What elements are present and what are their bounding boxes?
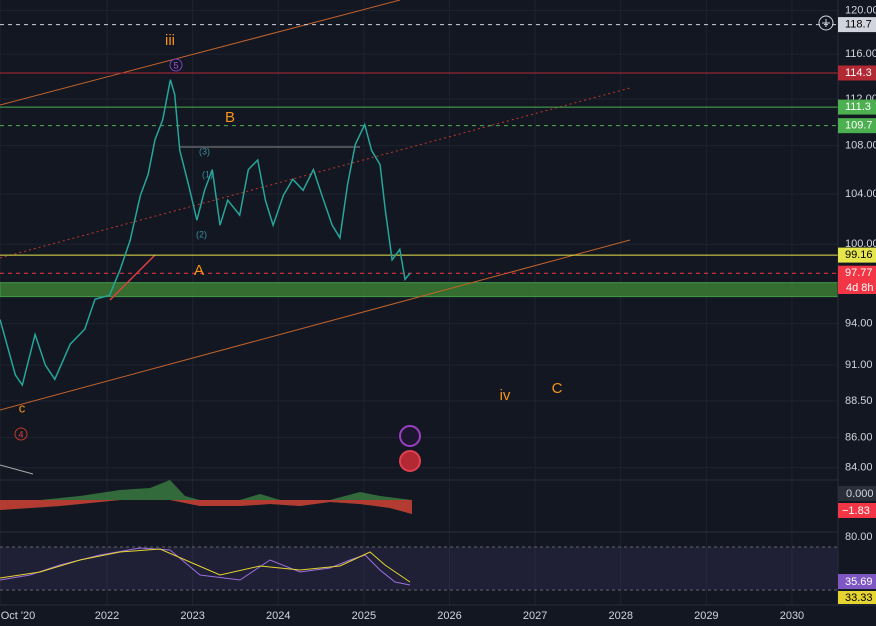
wave-label: B	[225, 109, 235, 126]
time-tick-label: 2026	[437, 610, 461, 622]
level-tag	[838, 118, 876, 134]
levels-layer	[0, 24, 838, 274]
wave-label: (2)	[196, 229, 207, 239]
wave-label: A	[194, 262, 204, 279]
wave-label: 4	[18, 429, 23, 439]
wave-label: (3)	[199, 146, 210, 156]
trend-line	[109, 254, 156, 301]
indicator-tag	[838, 591, 876, 604]
indicator-tag	[838, 574, 876, 589]
time-tick-label: 2029	[694, 610, 718, 622]
wave-circle	[14, 427, 28, 441]
time-tick-label: Oct '20	[1, 610, 36, 622]
time-tick-label: 2030	[780, 610, 804, 622]
time-tick-label: 2028	[608, 610, 632, 622]
flag-icon[interactable]	[399, 450, 421, 472]
level-tag-label: 111.3	[845, 101, 871, 113]
wave-label: (1)	[202, 169, 213, 179]
level-tag	[838, 247, 876, 263]
countdown: 4d 8h	[846, 282, 874, 294]
price-tick-label: 108.00	[845, 140, 876, 152]
trend-line	[0, 0, 401, 106]
price-layer	[0, 79, 411, 387]
wave-circle	[169, 58, 183, 72]
indicator-tag	[838, 503, 876, 518]
add-button[interactable]	[818, 15, 834, 31]
level-tag-label: 109.7	[845, 120, 873, 132]
rsi-upper-label: 80.00	[845, 531, 873, 543]
price-tick-label: 120.00	[845, 5, 876, 17]
trend-line	[0, 239, 631, 411]
time-tick-label: 2024	[266, 610, 290, 622]
countdown-tag	[838, 280, 876, 294]
indicator-tag	[838, 486, 876, 501]
time-tick-label: 2027	[523, 610, 547, 622]
rsi-value-label: 35.69	[845, 576, 873, 588]
time-tick-label: 2022	[95, 610, 119, 622]
price-tick-label: 88.50	[845, 395, 873, 407]
time-tick-label: 2023	[180, 610, 204, 622]
level-tag-label: 97.77	[845, 267, 873, 279]
level-tag	[838, 17, 876, 33]
wave-label: C	[552, 380, 563, 397]
level-tag-label: 114.3	[845, 67, 872, 79]
price-tick-label: 84.00	[845, 462, 873, 474]
time-tick-label: 2025	[352, 610, 376, 622]
trend-line	[0, 464, 34, 475]
price-line	[0, 79, 411, 387]
level-tag	[838, 65, 876, 81]
level-tag-label: 99.16	[845, 249, 873, 261]
hist-zero-label: 0.000	[846, 488, 874, 500]
axes-layer: 120.00116.00112.00108.00104.00100.0094.0…	[1, 5, 876, 622]
level-tag	[838, 265, 876, 281]
hist-value-label: −1.83	[842, 505, 870, 517]
price-tick-label: 116.00	[845, 48, 876, 60]
rsi-ma	[0, 548, 411, 583]
tags-layer: 118.7 114.3 111.3 109.7 99.16 97.77	[838, 17, 876, 281]
rsi-band	[0, 547, 838, 590]
level-tag	[838, 99, 876, 115]
level-tag-label: 118.7	[845, 19, 872, 31]
histogram	[0, 480, 412, 514]
histogram	[0, 500, 412, 514]
wave-label: iv	[500, 387, 511, 404]
price-tick-label: 104.00	[845, 188, 876, 200]
event-icon[interactable]	[399, 425, 421, 447]
price-tick-label: 91.00	[845, 359, 873, 371]
rsi-lower-label: 33.33	[845, 592, 873, 604]
wave-label: c	[19, 400, 26, 415]
price-tick-label: 100.00	[845, 238, 876, 250]
wave-label: 5	[173, 60, 178, 70]
wave-label: iii	[165, 32, 175, 49]
price-tick-label: 94.00	[845, 317, 873, 329]
price-tick-label: 86.00	[845, 431, 873, 443]
